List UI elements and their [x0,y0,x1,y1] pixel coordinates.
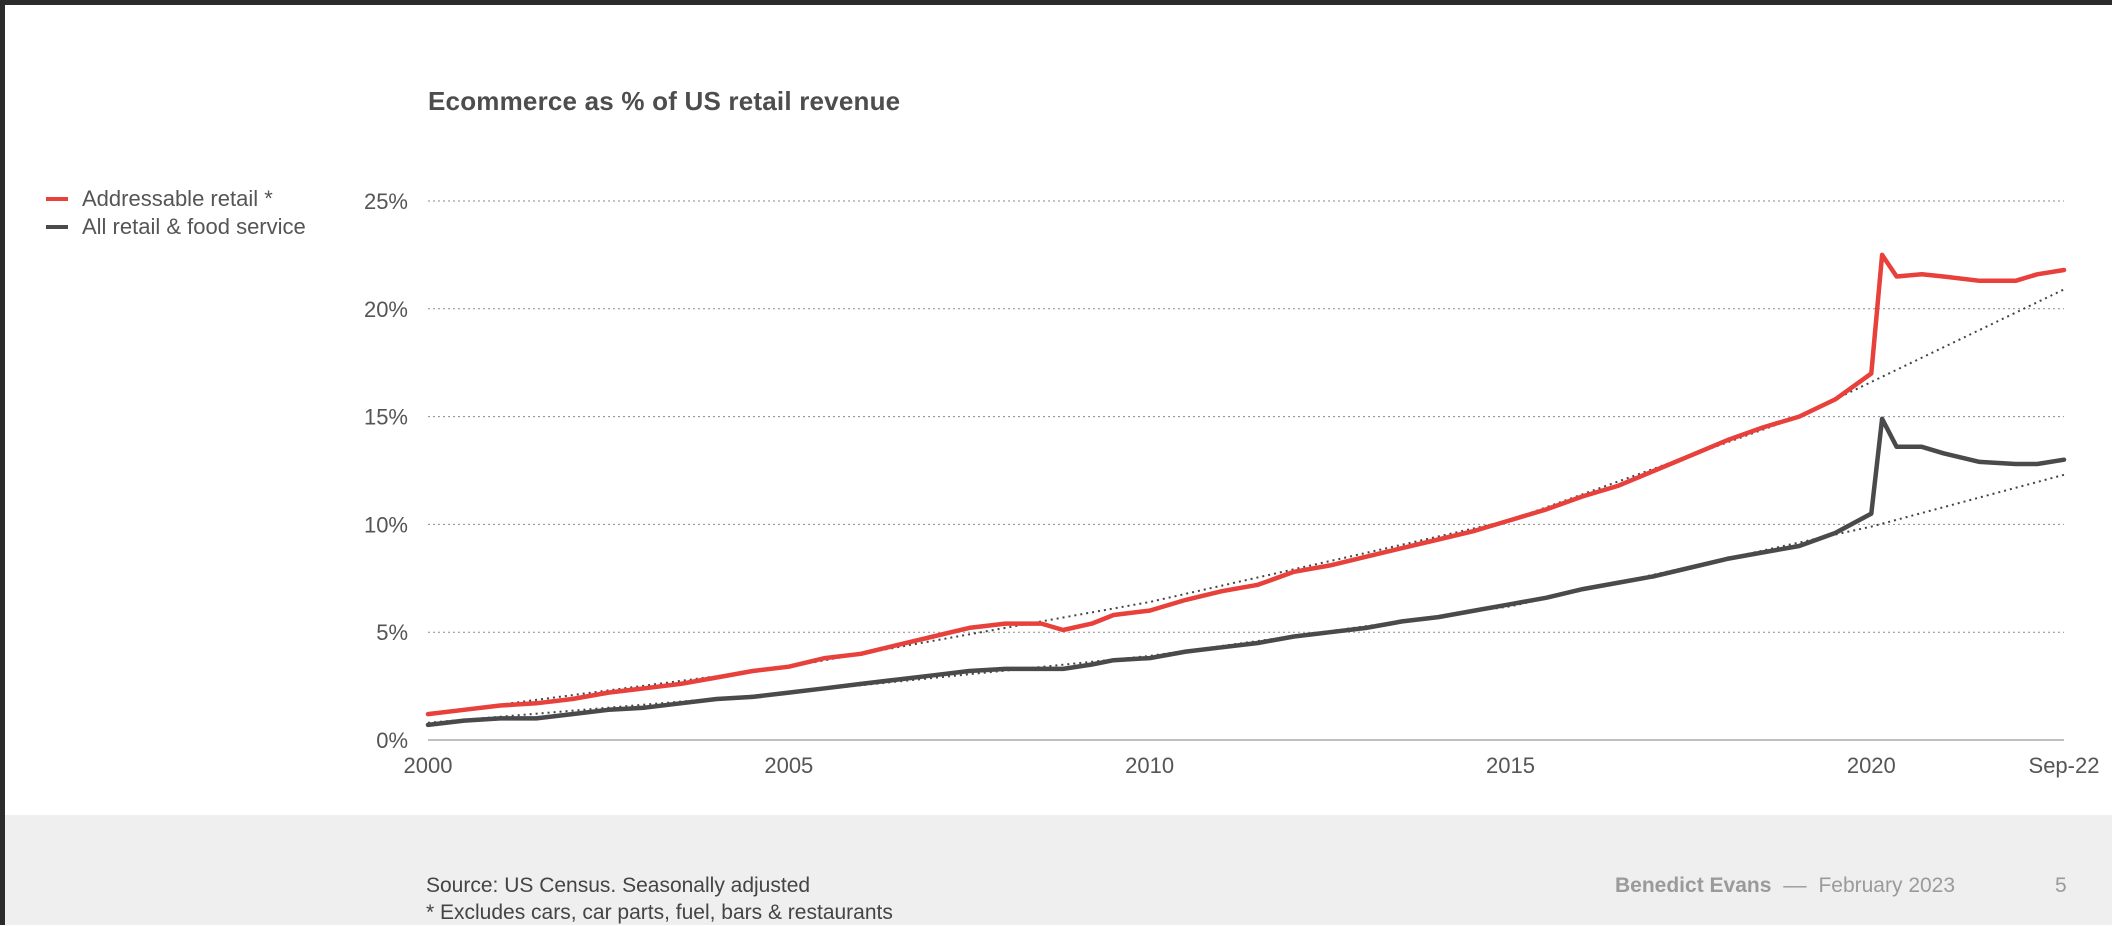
chart-title: Ecommerce as % of US retail revenue [428,86,901,116]
y-tick-label: 15% [364,405,408,430]
credit-separator: –– [1783,874,1807,897]
legend-label-all-retail: All retail & food service [82,214,306,239]
line-chart: 0% 5% 10% 15% 20% 25% 2000 2005 2010 2015 2020 Sep… [364,189,2100,778]
x-tick-label: 2020 [1847,753,1896,778]
series-line [425,416,2067,728]
legend-item-all-retail: All retail & food service [46,213,306,241]
window-frame-left [0,0,5,925]
footer-bar [5,815,2112,925]
trendline [427,288,2065,716]
y-tick-label: 20% [364,297,408,322]
x-axis-ticks: 2000 2005 2010 2015 2020 Sep-22 [404,753,2100,778]
trendlines [427,288,2065,724]
y-axis-ticks: 0% 5% 10% 15% 20% 25% [364,189,408,753]
series-lines [425,252,2067,728]
presentation-date: February 2023 [1818,874,1956,897]
legend-item-addressable-retail: Addressable retail * [46,185,306,213]
legend-swatch-addressable-retail [46,197,68,201]
author-credit: Benedict Evans –– February 2023 [1615,874,1955,898]
author-name: Benedict Evans [1615,874,1772,897]
legend-swatch-all-retail [46,225,68,229]
chart-legend: Addressable retail * All retail & food s… [46,185,306,241]
page-number: 5 [2055,874,2067,897]
x-tick-label: 2005 [764,753,813,778]
window-frame-top [0,0,2112,5]
y-tick-label: 0% [376,728,408,753]
legend-label-addressable-retail: Addressable retail * [82,186,273,211]
x-tick-label: Sep-22 [2029,753,2100,778]
x-tick-label: 2010 [1125,753,1174,778]
source-note: Source: US Census. Seasonally adjusted *… [426,872,893,926]
series-line [425,252,2067,717]
grid-layer [428,200,2064,741]
y-tick-label: 25% [364,189,408,214]
x-tick-label: 2015 [1486,753,1535,778]
y-tick-label: 10% [364,512,408,537]
source-line: Source: US Census. Seasonally adjusted [426,874,811,897]
footnote-line: * Excludes cars, car parts, fuel, bars &… [426,901,893,924]
y-tick-label: 5% [376,620,408,645]
x-tick-label: 2000 [404,753,453,778]
